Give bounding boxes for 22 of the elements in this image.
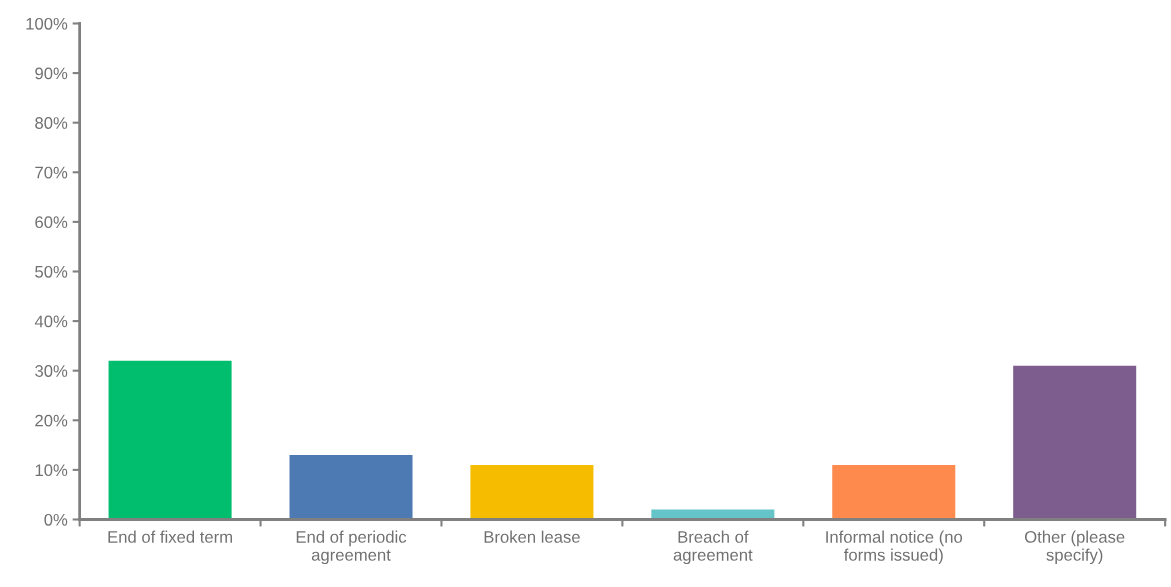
- y-tick-label: 60%: [35, 216, 68, 229]
- x-tick-label: Informal notice (no forms issued): [826, 530, 963, 565]
- bar: [1013, 365, 1137, 520]
- x-tick-label: Broken lease: [484, 530, 580, 543]
- x-tick-label: Breach of agreement: [673, 530, 753, 565]
- y-tick-label: 0%: [44, 513, 68, 526]
- y-tick-label: 30%: [35, 365, 68, 377]
- y-tick-label: 100%: [26, 17, 68, 30]
- y-tick-label: 40%: [34, 315, 68, 328]
- x-tick-label: Other (please specify): [1024, 530, 1125, 565]
- bar: [470, 464, 594, 520]
- y-tick-label: 10%: [35, 464, 68, 477]
- y-tick-label: 70%: [35, 166, 68, 179]
- bar: [108, 360, 232, 520]
- bar: [832, 464, 956, 520]
- x-tick-label: End of periodic agreement: [296, 530, 407, 565]
- y-tick-label: 90%: [35, 67, 68, 80]
- y-tick-label: 80%: [35, 117, 68, 129]
- bar: [289, 455, 413, 520]
- y-tick-label: 20%: [35, 414, 68, 427]
- x-tick-label: End of fixed term: [108, 530, 232, 543]
- y-tick-label: 50%: [35, 265, 68, 278]
